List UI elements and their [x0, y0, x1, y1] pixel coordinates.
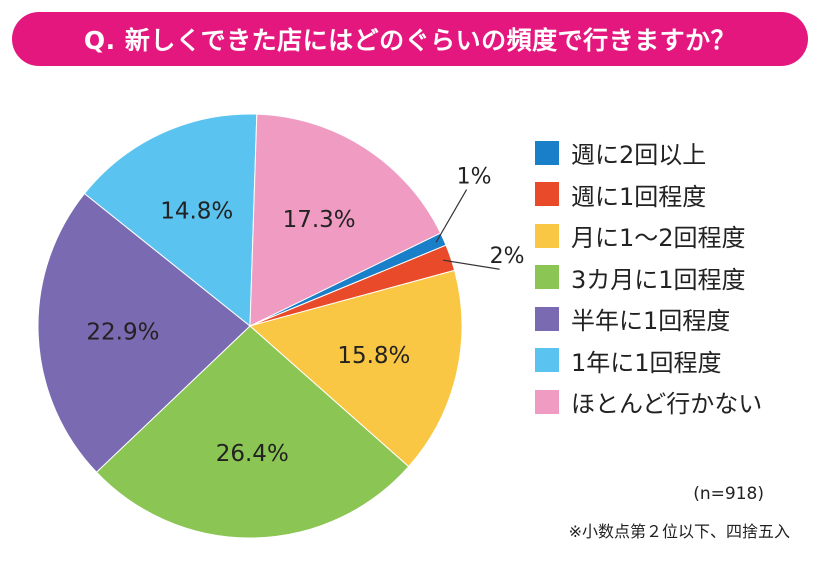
sample-size: (n=918)	[693, 484, 764, 504]
legend-item-0: 週に2回以上	[535, 132, 762, 174]
legend-item-5: 1年に1回程度	[535, 340, 762, 382]
slice-label-2: 15.8%	[337, 343, 410, 369]
pie-slice-5	[83, 113, 258, 328]
legend-item-2: 月に1〜2回程度	[535, 215, 762, 257]
legend-swatch	[535, 265, 559, 290]
legend-label: 週に2回以上	[571, 141, 707, 170]
legend-swatch	[535, 223, 559, 248]
legend-swatch	[535, 140, 559, 165]
legend-swatch	[535, 182, 559, 207]
leader-line-0	[435, 189, 468, 243]
leader-line-1	[443, 259, 500, 270]
legend-label: ほとんど行かない	[571, 390, 763, 419]
legend-item-3: 3カ月に1回程度	[535, 257, 762, 299]
pie-slice-3	[95, 325, 410, 539]
slice-label-3: 26.4%	[216, 441, 289, 467]
legend-swatch	[535, 389, 559, 414]
legend-item-1: 週に1回程度	[535, 174, 762, 216]
chart-legend: 週に2回以上 週に1回程度月に1〜2回程度 3カ月に1回程度 半年に1回程度 1年に1回…	[535, 132, 762, 423]
page-title: Q. 新しくできた店にはどのぐらいの頻度で行きますか？	[12, 12, 808, 66]
slice-label-0: 1%	[457, 165, 492, 190]
rounding-note: ※小数点第２位以下、四捨五入	[568, 522, 790, 541]
pie-slice-4	[37, 192, 251, 473]
slice-label-4: 22.9%	[86, 319, 159, 345]
legend-item-6: ほとんど行かない	[535, 381, 762, 423]
legend-label: 1年に1回程度	[571, 348, 722, 377]
pie-slice-2	[248, 269, 463, 468]
legend-label: 3カ月に1回程度	[571, 265, 746, 294]
legend-item-4: 半年に1回程度	[535, 298, 762, 340]
legend-label: 月に1〜2回程度	[571, 224, 746, 253]
legend-label: 週に1回程度	[571, 182, 707, 211]
legend-swatch	[535, 348, 559, 373]
pie-slice-6	[249, 113, 442, 327]
slice-label-5: 14.8%	[160, 198, 233, 224]
slice-label-1: 2%	[490, 244, 525, 269]
legend-label: 半年に1回程度	[571, 307, 731, 336]
legend-swatch	[535, 306, 559, 331]
slice-label-6: 17.3%	[283, 207, 356, 233]
